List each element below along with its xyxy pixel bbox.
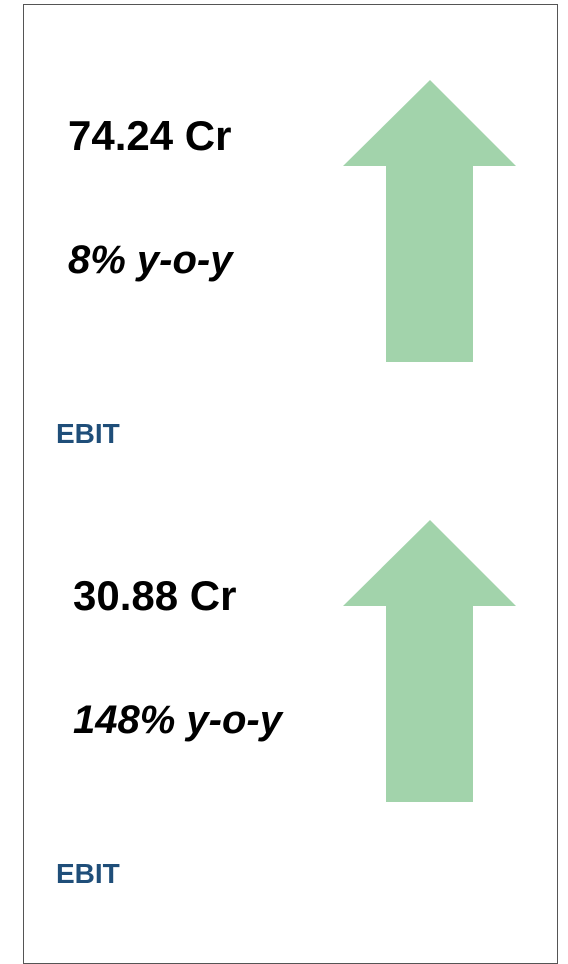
metric-label: EBIT [56,418,120,449]
metric-change: 8% y-o-y [68,238,233,282]
up-arrow [343,520,516,802]
metric-value: 30.88 Cr [73,572,237,619]
metric-change: 148% y-o-y [73,698,282,742]
metric-label: EBIT [56,858,120,889]
metric-value: 74.24 Cr [68,112,232,159]
up-arrow [343,80,516,362]
